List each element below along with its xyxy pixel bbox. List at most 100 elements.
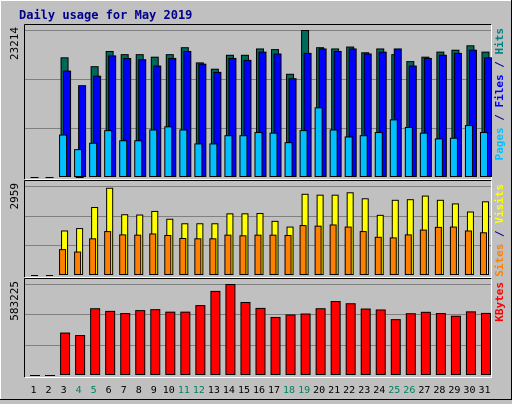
panel-visits-sites: 2959 Sites / Visits [8, 180, 506, 278]
bar [479, 132, 488, 178]
x-tick-label: 23 [358, 385, 370, 396]
legend-entry: Hits [493, 28, 506, 55]
bar [419, 229, 427, 275]
bar [389, 119, 398, 177]
x-tick-label: 12 [193, 385, 205, 396]
x-tick-label: 15 [238, 385, 250, 396]
bar [240, 301, 251, 375]
bar [254, 234, 262, 276]
bar [284, 234, 292, 276]
bar [285, 314, 296, 375]
bar [315, 308, 326, 376]
x-tick-label: 26 [403, 385, 415, 396]
bar [149, 233, 157, 276]
bar [435, 313, 446, 375]
bar [194, 143, 203, 177]
bar [104, 231, 112, 275]
bar [149, 129, 158, 178]
x-tick-label: 1 [31, 385, 37, 396]
bar [329, 129, 338, 178]
bar [374, 132, 383, 178]
legend-entry: KBytes [493, 282, 506, 322]
x-tick-label: 3 [61, 385, 67, 396]
x-tick-label: 20 [313, 385, 325, 396]
bar [299, 225, 307, 275]
bar [210, 290, 221, 376]
bar [89, 238, 97, 276]
bar [180, 311, 191, 375]
chart-panels: 23214 Pages / Files / Hits 2959 Sites / Vis… [8, 24, 506, 378]
x-tick-label: 17 [268, 385, 280, 396]
bar [434, 138, 443, 178]
series-kbytes [30, 284, 491, 376]
panel-hits-files-pages: 23214 Pages / Files / Hits [8, 24, 506, 180]
bar [119, 234, 127, 275]
bar [465, 311, 476, 376]
legend-entry: Sites [493, 244, 506, 277]
x-tick-label: 11 [178, 385, 190, 396]
x-tick-label: 2 [46, 385, 52, 396]
bar [359, 231, 367, 275]
x-tick-label: 7 [121, 385, 127, 396]
panel-legend: Sites / Visits [493, 184, 506, 277]
legend-entry: / [493, 108, 506, 128]
legend-entry: / [493, 55, 506, 75]
x-tick-label: 6 [106, 385, 112, 396]
bar [300, 313, 311, 376]
x-tick-label: 14 [223, 385, 235, 396]
bar [450, 315, 461, 375]
bar [209, 238, 217, 276]
series-pages [59, 107, 488, 178]
x-tick-label: 30 [463, 385, 475, 396]
bar [374, 236, 382, 275]
panel-kbytes: 583225 KBytes [8, 278, 506, 378]
bar [179, 238, 187, 275]
bar [464, 230, 472, 275]
bar [120, 313, 131, 375]
panel-legend: KBytes [493, 282, 506, 322]
y-axis-max-label: 2959 [8, 183, 21, 210]
bar [75, 335, 86, 375]
x-tick-label: 29 [448, 385, 460, 396]
bar [389, 237, 397, 275]
bar [104, 130, 113, 178]
bar [449, 226, 457, 276]
bar [390, 319, 401, 376]
x-tick-label: 9 [151, 385, 157, 396]
bar [239, 235, 247, 275]
bar [405, 313, 416, 375]
x-tick-label: 4 [76, 385, 82, 396]
x-tick-label: 19 [298, 385, 310, 396]
legend-entry: Visits [493, 184, 506, 224]
x-tick-label: 10 [163, 385, 175, 396]
legend-entry: / [493, 224, 506, 244]
bar [164, 126, 173, 177]
bar [359, 135, 368, 177]
series-files [63, 48, 492, 178]
bar [105, 310, 116, 376]
bar [179, 129, 188, 178]
bar [59, 249, 67, 275]
x-tick-label: 5 [91, 385, 97, 396]
bar [254, 132, 263, 178]
bar [344, 226, 352, 276]
bar [464, 125, 473, 178]
bar [165, 311, 176, 375]
bar [255, 307, 266, 375]
bar [209, 143, 218, 177]
x-tick-label: 27 [418, 385, 430, 396]
series-sites [59, 224, 487, 276]
bar [375, 309, 386, 376]
bar [59, 134, 68, 177]
bar [134, 140, 143, 177]
bar [74, 251, 82, 275]
bar [480, 312, 491, 376]
bar [89, 142, 98, 177]
chart-title: Daily usage for May 2019 [19, 8, 192, 22]
x-tick-label: 31 [478, 385, 490, 396]
x-tick-label: 24 [373, 385, 385, 396]
bar [224, 135, 233, 177]
x-tick-labels: 1 2 3 4 5 6 7 8 9 10 11 12 13 14 15 16 17 18 19 20 21 22 23 24 2… [31, 385, 491, 396]
bar [225, 284, 236, 375]
